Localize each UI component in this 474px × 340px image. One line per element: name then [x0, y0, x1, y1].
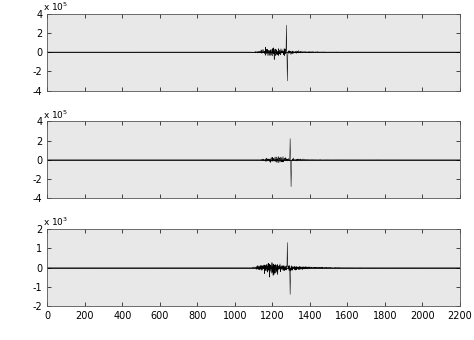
- Text: x 10$^3$: x 10$^3$: [43, 216, 68, 228]
- Text: x 10$^5$: x 10$^5$: [43, 108, 68, 121]
- Text: x 10$^5$: x 10$^5$: [43, 0, 68, 13]
